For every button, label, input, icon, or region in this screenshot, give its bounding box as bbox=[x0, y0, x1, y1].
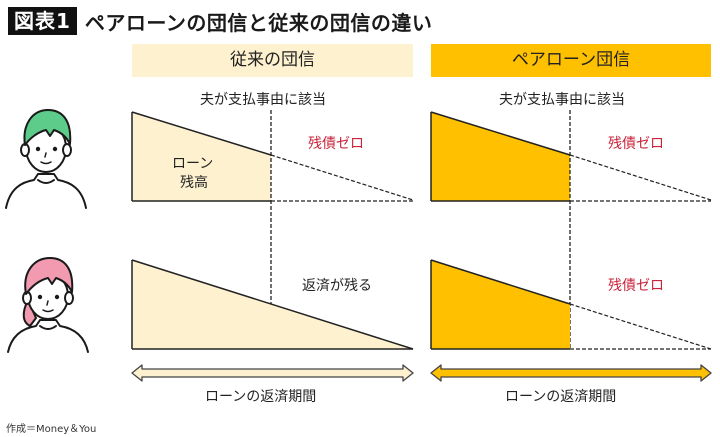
loan-balance-label-line2: 残高 bbox=[180, 175, 208, 191]
right-period-label: ローンの返済期間 bbox=[505, 389, 617, 405]
loan-balance-label-line1: ローン bbox=[172, 156, 214, 172]
wife-avatar-icon bbox=[7, 257, 89, 353]
figure-badge: 図表1 bbox=[8, 7, 77, 35]
heading-pair-loan: ペアローン団信 bbox=[431, 44, 711, 77]
left-period-arrow bbox=[131, 364, 414, 382]
left-husband-chart bbox=[131, 111, 414, 202]
right-husband-zero-balance-label: 残債ゼロ bbox=[608, 136, 664, 152]
heading-conventional: 従来の団信 bbox=[132, 44, 413, 77]
credit-text: 作成＝Money＆You bbox=[6, 424, 97, 435]
left-wife-chart bbox=[131, 259, 414, 350]
left-wife-remaining-label: 返済が残る bbox=[302, 278, 372, 294]
right-period-arrow bbox=[430, 364, 712, 382]
right-husband-chart bbox=[430, 111, 712, 202]
page-title: ペアローンの団信と従来の団信の違い bbox=[84, 10, 433, 35]
right-wife-chart bbox=[430, 259, 712, 350]
right-event-label: 夫が支払事由に該当 bbox=[499, 92, 625, 108]
left-period-label: ローンの返済期間 bbox=[205, 389, 317, 405]
husband-avatar-icon bbox=[5, 109, 87, 209]
left-husband-zero-balance-label: 残債ゼロ bbox=[308, 136, 364, 152]
right-wife-zero-balance-label: 残債ゼロ bbox=[608, 278, 664, 294]
left-event-label: 夫が支払事由に該当 bbox=[200, 92, 326, 108]
title-row: 図表1 ペアローンの団信と従来の団信の違い bbox=[8, 6, 432, 36]
